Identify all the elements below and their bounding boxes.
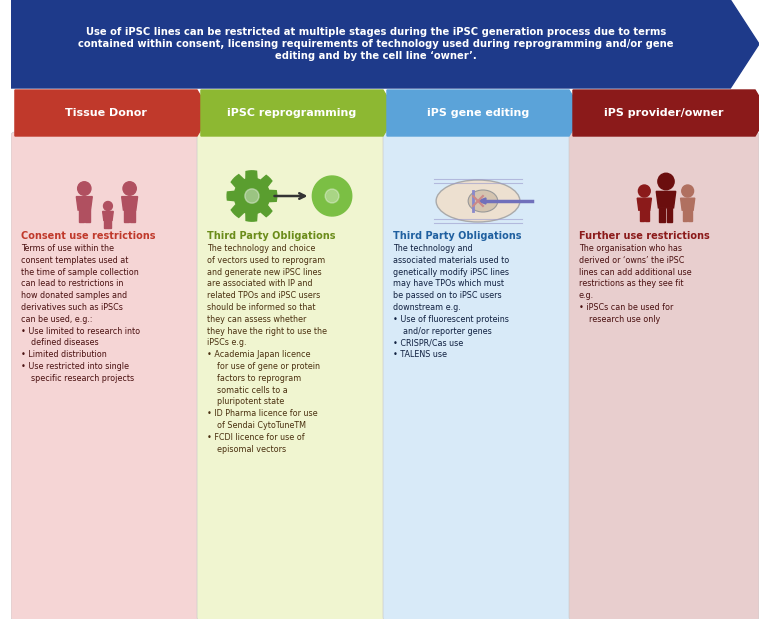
Polygon shape — [688, 210, 692, 220]
Polygon shape — [105, 220, 108, 228]
Polygon shape — [85, 210, 90, 222]
Circle shape — [103, 202, 112, 210]
Text: The technology and choice
of vectors used to reprogram
and generate new iPSC lin: The technology and choice of vectors use… — [207, 244, 327, 454]
Polygon shape — [638, 198, 651, 210]
Polygon shape — [640, 210, 644, 220]
Polygon shape — [102, 212, 113, 220]
Circle shape — [658, 173, 674, 190]
Polygon shape — [11, 0, 759, 88]
Polygon shape — [124, 210, 129, 222]
Polygon shape — [478, 198, 486, 204]
Polygon shape — [79, 210, 83, 222]
Circle shape — [638, 185, 650, 197]
Circle shape — [325, 189, 339, 203]
Polygon shape — [130, 210, 135, 222]
Polygon shape — [387, 90, 583, 136]
Polygon shape — [666, 208, 672, 222]
Polygon shape — [683, 210, 688, 220]
FancyBboxPatch shape — [569, 132, 759, 619]
Polygon shape — [15, 90, 211, 136]
Text: Third Party Obligations: Third Party Obligations — [207, 231, 335, 241]
Polygon shape — [109, 220, 112, 228]
Text: Third Party Obligations: Third Party Obligations — [393, 231, 521, 241]
Polygon shape — [657, 191, 676, 208]
Circle shape — [682, 185, 694, 197]
Polygon shape — [313, 176, 351, 216]
Polygon shape — [681, 198, 694, 210]
Text: Tissue Donor: Tissue Donor — [65, 108, 147, 118]
Ellipse shape — [468, 190, 498, 212]
Text: Further use restrictions: Further use restrictions — [579, 231, 710, 241]
Text: Terms of use within the
consent templates used at
the time of sample collection
: Terms of use within the consent template… — [20, 244, 140, 383]
Polygon shape — [660, 208, 666, 222]
Polygon shape — [77, 197, 93, 210]
Polygon shape — [644, 210, 649, 220]
FancyBboxPatch shape — [383, 132, 573, 619]
Text: Use of iPSC lines can be restricted at multiple stages during the iPSC generatio: Use of iPSC lines can be restricted at m… — [78, 27, 673, 61]
Circle shape — [123, 182, 137, 195]
Text: iPS gene editing: iPS gene editing — [427, 108, 529, 118]
FancyBboxPatch shape — [197, 132, 387, 619]
Polygon shape — [573, 90, 759, 136]
Ellipse shape — [436, 180, 520, 222]
FancyBboxPatch shape — [11, 132, 201, 619]
Polygon shape — [227, 171, 277, 221]
Polygon shape — [121, 197, 137, 210]
Text: The organisation who has
derived or ‘owns’ the iPSC
lines can add additional use: The organisation who has derived or ‘own… — [579, 244, 691, 324]
Polygon shape — [201, 90, 397, 136]
Circle shape — [245, 189, 259, 203]
Text: iPS provider/owner: iPS provider/owner — [604, 108, 724, 118]
Circle shape — [77, 182, 91, 195]
Text: Consent use restrictions: Consent use restrictions — [20, 231, 156, 241]
Text: iPSC reprogramming: iPSC reprogramming — [228, 108, 357, 118]
Text: The technology and
associated materials used to
genetically modify iPSC lines
ma: The technology and associated materials … — [393, 244, 509, 359]
